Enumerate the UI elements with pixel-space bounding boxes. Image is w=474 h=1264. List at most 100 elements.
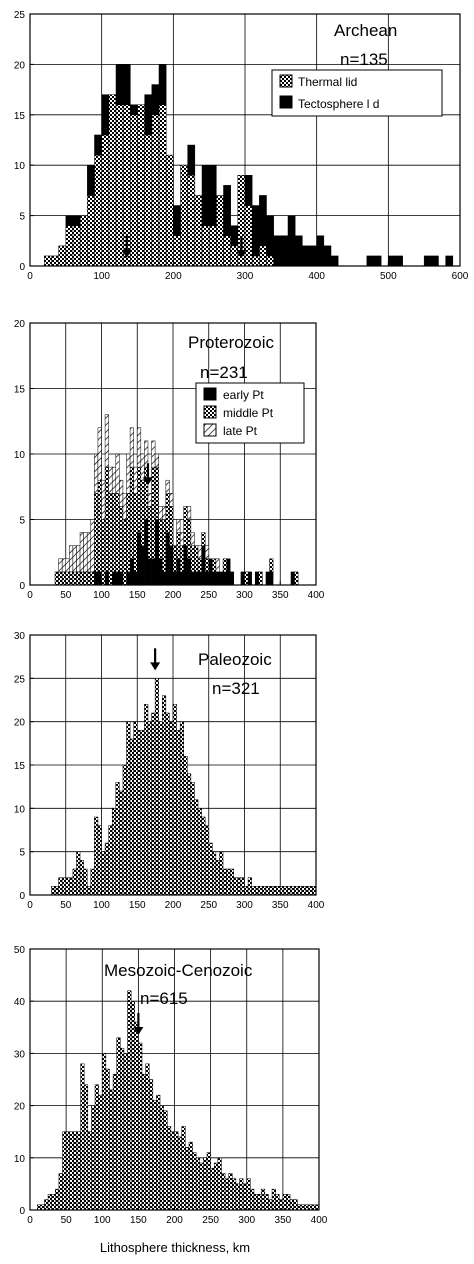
panel-paleozoic: 0 50 100 150 200 250 300 350 400 0 5 10 15 20 25 30 Pal… bbox=[14, 631, 325, 911]
bar-middle-pt bbox=[201, 532, 206, 546]
bar-thermal-lid bbox=[216, 195, 224, 267]
bar-paleozoic bbox=[187, 773, 192, 896]
bar-middle-pt bbox=[258, 571, 263, 586]
bar-tectosphere-lid bbox=[201, 164, 210, 226]
bar-thermal-lid bbox=[266, 255, 274, 267]
bar-mesozoic-cenozoic bbox=[91, 1105, 96, 1211]
bar-early-pt bbox=[169, 545, 174, 586]
bar-early-pt bbox=[183, 545, 188, 586]
bar-thermal-lid bbox=[251, 255, 260, 267]
bar-middle-pt bbox=[151, 466, 156, 560]
x-tick-label: 100 bbox=[93, 900, 110, 911]
bar-mesozoic-cenozoic bbox=[58, 1173, 63, 1211]
x-tick-label: 200 bbox=[165, 590, 182, 601]
bar-mesozoic-cenozoic bbox=[246, 1178, 251, 1211]
bar-paleozoic bbox=[119, 790, 124, 896]
y-tick-label: 5 bbox=[19, 516, 25, 527]
bar-early-pt bbox=[240, 571, 245, 586]
x-tick-label: 150 bbox=[129, 590, 146, 601]
bar-middle-pt bbox=[165, 493, 170, 533]
bar-tectosphere-lid bbox=[187, 144, 196, 176]
bar-paleozoic bbox=[129, 738, 134, 896]
bar-paleozoic bbox=[247, 877, 252, 896]
bar-tectosphere-lid bbox=[94, 134, 102, 156]
bar-paleozoic bbox=[54, 886, 59, 896]
bar-late-pt bbox=[162, 506, 167, 520]
bar-thermal-lid bbox=[151, 114, 160, 267]
bar-mesozoic-cenozoic bbox=[40, 1204, 45, 1211]
bar-tectosphere-lid bbox=[144, 94, 153, 136]
y-tick-label: 5 bbox=[19, 212, 25, 223]
bar-middle-pt bbox=[54, 571, 59, 586]
bar-middle-pt bbox=[122, 519, 127, 586]
bar-middle-pt bbox=[61, 571, 66, 586]
bar-paleozoic bbox=[254, 886, 260, 896]
bar-early-pt bbox=[129, 558, 134, 586]
bar-middle-pt bbox=[244, 571, 249, 586]
bar-mesozoic-cenozoic bbox=[83, 1084, 89, 1211]
bar-middle-pt bbox=[190, 545, 195, 573]
bar-thermal-lid bbox=[115, 104, 124, 267]
bar-tectosphere-lid bbox=[72, 215, 81, 226]
bar-tectosphere-lid bbox=[431, 255, 439, 267]
bar-middle-pt bbox=[86, 571, 92, 586]
x-tick-label: 100 bbox=[94, 1215, 111, 1226]
bar-early-pt bbox=[187, 558, 192, 586]
bar-early-pt bbox=[126, 571, 131, 586]
x-axis-label: Lithosphere thickness, km bbox=[100, 1240, 250, 1255]
bar-mesozoic-cenozoic bbox=[297, 1204, 302, 1211]
bar-mesozoic-cenozoic bbox=[141, 1074, 146, 1211]
bar-mesozoic-cenozoic bbox=[232, 1178, 237, 1211]
bar-thermal-lid bbox=[201, 225, 210, 267]
bar-late-pt bbox=[129, 427, 134, 468]
mean-arrow-head bbox=[133, 1026, 144, 1035]
bar-tectosphere-lid bbox=[115, 64, 124, 105]
bar-paleozoic bbox=[287, 886, 292, 896]
x-tick-label: 50 bbox=[61, 1215, 73, 1226]
bar-middle-pt bbox=[94, 493, 99, 573]
bar-early-pt bbox=[190, 571, 195, 586]
x-tick-label: 350 bbox=[275, 1215, 292, 1226]
bar-tectosphere-lid bbox=[294, 235, 303, 267]
y-tick-label: 10 bbox=[14, 1154, 26, 1165]
mean-arrow-head bbox=[121, 250, 132, 258]
bar-paleozoic bbox=[240, 877, 245, 896]
panel-proterozoic: 0 50 100 150 200 250 300 350 400 0 5 10 15 20 Protero… bbox=[14, 319, 325, 601]
bar-mesozoic-cenozoic bbox=[185, 1147, 190, 1211]
bar-early-pt bbox=[290, 571, 295, 586]
bar-mesozoic-cenozoic bbox=[203, 1157, 208, 1211]
mesozoic-cenozoic-plot: 0 50 100 150 200 250 300 350 400 0 10 20 30 40 50 bbox=[14, 945, 328, 1226]
bar-mesozoic-cenozoic bbox=[138, 1042, 143, 1211]
bar-middle-pt bbox=[222, 558, 227, 573]
x-tick-label: 150 bbox=[129, 900, 146, 911]
legend-box bbox=[271, 69, 443, 117]
bar-middle-pt bbox=[176, 532, 181, 560]
bar-middle-pt bbox=[294, 571, 299, 586]
bar-late-pt bbox=[140, 453, 145, 481]
panel-archean: 0 100 200 300 400 500 600 0 5 10 15 20 25 Archean n=… bbox=[14, 10, 469, 282]
bar-paleozoic bbox=[151, 712, 156, 896]
bar-thermal-lid bbox=[101, 134, 110, 267]
bar-tectosphere-lid bbox=[395, 255, 403, 267]
bar-mesozoic-cenozoic bbox=[127, 990, 132, 1211]
bar-mesozoic-cenozoic bbox=[76, 1131, 81, 1211]
archean-plot: 0 100 200 300 400 500 600 0 5 10 15 20 25 bbox=[14, 10, 469, 282]
y-tick-label: 5 bbox=[19, 848, 25, 859]
bar-middle-pt bbox=[111, 493, 117, 573]
bar-mesozoic-cenozoic bbox=[80, 1063, 85, 1211]
x-tick-label: 0 bbox=[27, 590, 33, 601]
bar-mesozoic-cenozoic bbox=[73, 1131, 78, 1211]
bar-early-pt bbox=[222, 571, 227, 586]
bar-tectosphere-lid bbox=[158, 64, 167, 105]
bar-thermal-lid bbox=[244, 205, 253, 267]
bar-early-pt bbox=[201, 545, 206, 586]
x-tick-label: 300 bbox=[236, 590, 253, 601]
bar-early-pt bbox=[197, 571, 202, 586]
bar-paleozoic bbox=[276, 886, 281, 896]
bar-paleozoic bbox=[301, 886, 306, 896]
bar-early-pt bbox=[158, 558, 163, 586]
bar-mesozoic-cenozoic bbox=[145, 1063, 150, 1211]
bar-paleozoic bbox=[305, 886, 310, 896]
bar-early-pt bbox=[269, 571, 274, 586]
bar-paleozoic bbox=[244, 886, 249, 896]
